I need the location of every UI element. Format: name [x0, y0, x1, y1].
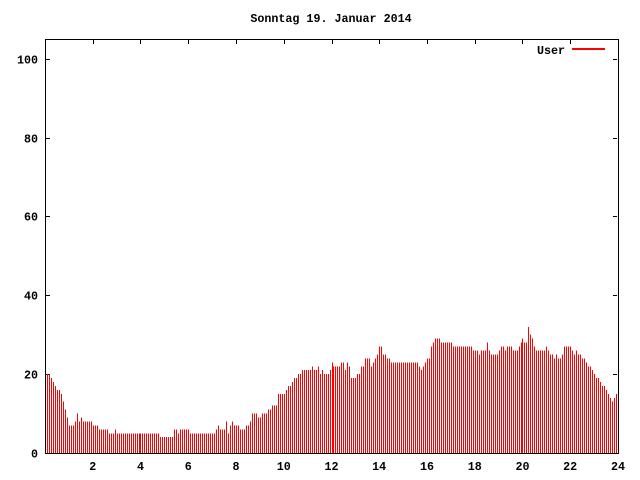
svg-text:4: 4 [137, 460, 144, 474]
svg-text:20: 20 [515, 460, 529, 474]
svg-text:User: User [537, 44, 565, 58]
svg-text:8: 8 [232, 460, 239, 474]
svg-text:16: 16 [420, 460, 434, 474]
svg-text:10: 10 [277, 460, 291, 474]
svg-text:60: 60 [24, 211, 38, 225]
svg-text:Sonntag 19. Januar 2014: Sonntag 19. Januar 2014 [250, 12, 411, 26]
svg-text:12: 12 [324, 460, 338, 474]
svg-text:2: 2 [89, 460, 96, 474]
svg-text:22: 22 [563, 460, 577, 474]
svg-text:40: 40 [24, 290, 38, 304]
svg-text:20: 20 [24, 369, 38, 383]
svg-text:24: 24 [611, 460, 625, 474]
svg-text:6: 6 [185, 460, 192, 474]
svg-text:100: 100 [17, 54, 38, 68]
svg-text:80: 80 [24, 133, 38, 147]
svg-text:14: 14 [372, 460, 386, 474]
svg-text:18: 18 [468, 460, 482, 474]
svg-text:0: 0 [31, 448, 38, 462]
